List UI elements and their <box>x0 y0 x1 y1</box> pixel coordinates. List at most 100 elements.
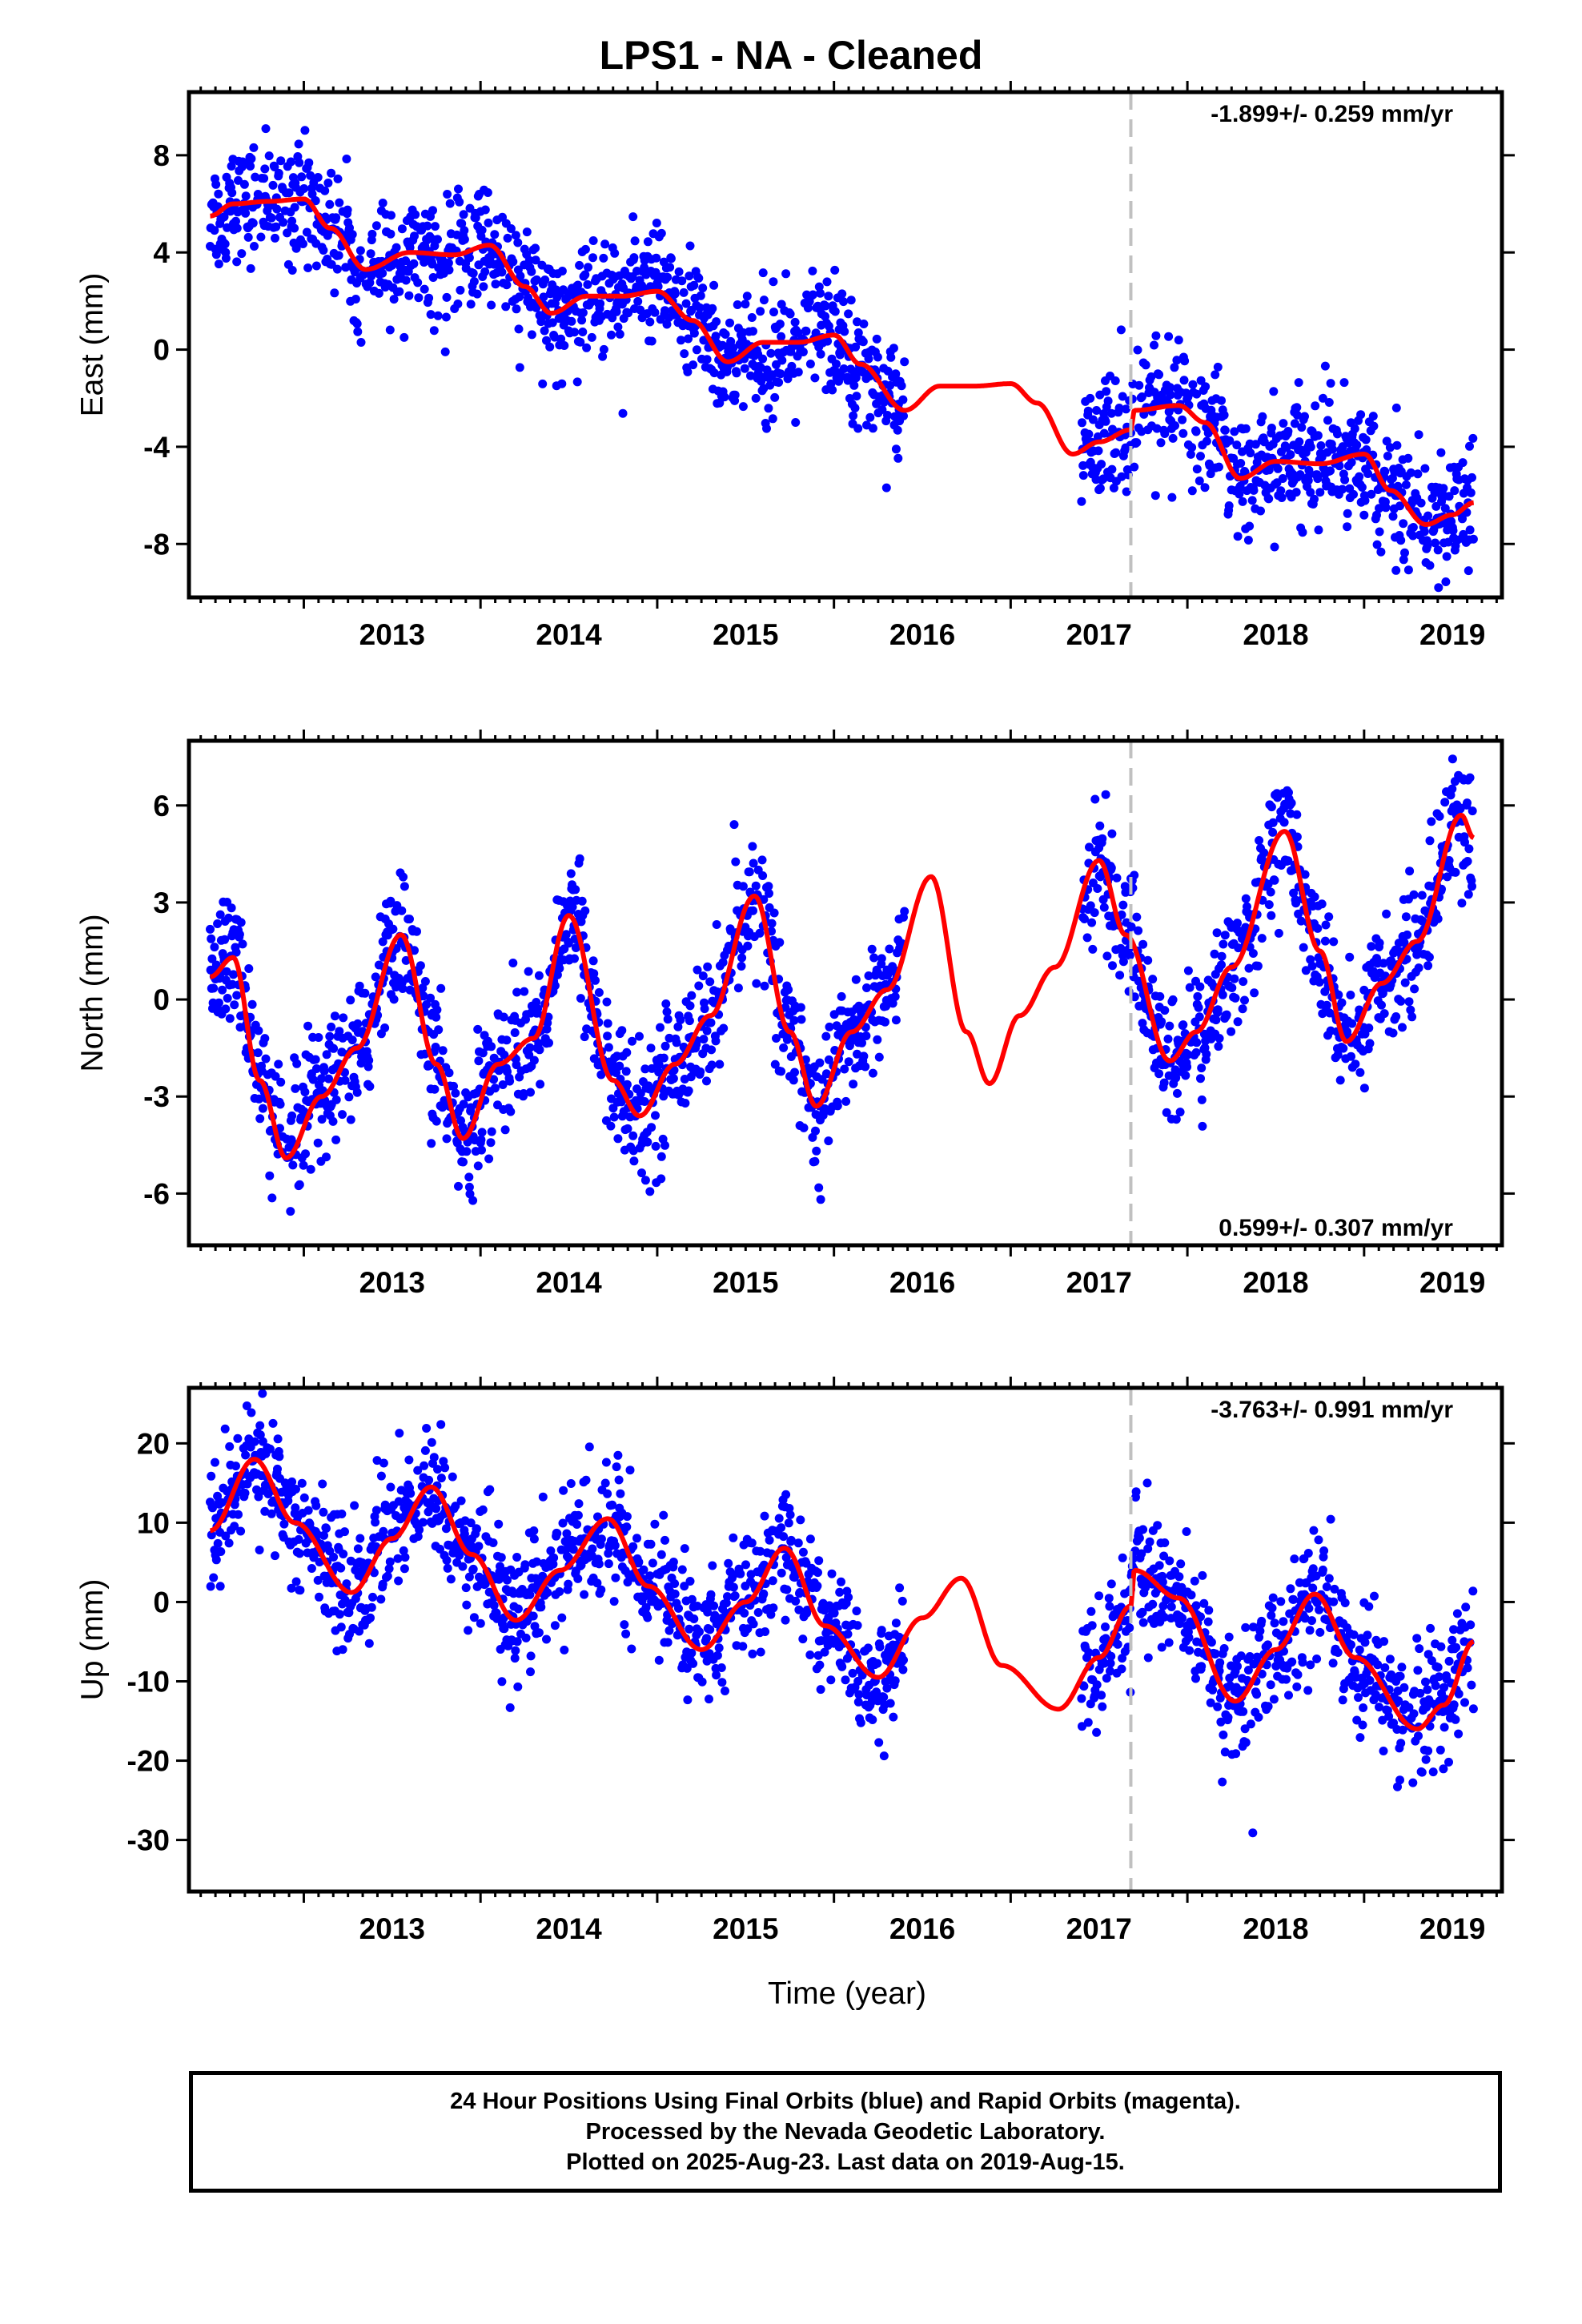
x-tick-label: 2019 <box>1419 618 1485 651</box>
data-point <box>1171 1073 1181 1083</box>
data-point <box>879 1751 889 1761</box>
data-point <box>584 263 592 272</box>
data-point <box>1138 1618 1148 1627</box>
data-point <box>273 1464 282 1474</box>
data-point <box>542 1634 551 1644</box>
data-point <box>1333 1050 1343 1059</box>
data-point <box>368 1592 377 1602</box>
data-point <box>1409 890 1419 899</box>
data-point <box>898 1665 908 1675</box>
data-point <box>479 282 488 292</box>
data-point <box>272 204 282 214</box>
data-point <box>1082 933 1092 943</box>
data-point <box>443 1563 452 1573</box>
data-point <box>304 158 314 167</box>
data-point <box>758 268 768 278</box>
data-point <box>1193 991 1203 1001</box>
data-point <box>632 1534 641 1543</box>
data-point <box>214 998 223 1007</box>
data-point <box>478 1505 488 1514</box>
data-point <box>256 232 266 242</box>
data-point <box>503 1575 512 1585</box>
data-point <box>768 1576 777 1586</box>
data-point <box>330 288 339 298</box>
data-point <box>868 1068 877 1078</box>
data-point <box>1227 983 1237 992</box>
data-point <box>656 1550 666 1559</box>
data-point <box>420 1461 429 1470</box>
data-point <box>729 820 739 830</box>
data-point <box>225 1441 235 1451</box>
data-point <box>612 307 621 316</box>
data-point <box>603 1489 612 1498</box>
y-axis: 630-3-6 <box>143 790 1515 1210</box>
data-point <box>1450 486 1460 496</box>
data-point <box>588 236 598 245</box>
data-point <box>220 1424 230 1433</box>
data-point <box>825 1022 834 1031</box>
data-point <box>441 1524 451 1534</box>
data-point <box>629 1156 639 1166</box>
data-point <box>322 1524 331 1533</box>
data-point <box>410 231 419 241</box>
data-point <box>615 329 624 339</box>
data-point <box>1172 356 1182 365</box>
data-point <box>684 1086 693 1096</box>
data-point <box>580 1590 589 1599</box>
data-point <box>707 1045 717 1055</box>
data-point <box>1465 525 1475 535</box>
data-point <box>468 268 478 278</box>
data-point <box>339 1550 348 1558</box>
data-point <box>1138 1607 1147 1617</box>
data-point <box>729 1582 738 1592</box>
data-point <box>873 1035 882 1044</box>
data-point <box>613 322 623 332</box>
data-point <box>215 1582 225 1591</box>
data-point <box>862 1691 871 1700</box>
data-point <box>460 235 469 244</box>
data-point <box>824 292 833 301</box>
data-point <box>1084 429 1094 439</box>
data-point <box>1247 496 1257 505</box>
data-point <box>1250 988 1259 998</box>
rate-label: 0.599+/- 0.307 mm/yr <box>1219 1215 1453 1241</box>
data-point <box>582 343 592 352</box>
data-point <box>703 1607 713 1617</box>
data-point <box>670 289 680 299</box>
data-point <box>612 1462 621 1472</box>
data-point <box>489 1075 499 1084</box>
data-point <box>484 1154 494 1164</box>
data-point <box>776 369 785 379</box>
data-point <box>1112 873 1122 883</box>
data-point <box>1325 1008 1335 1018</box>
data-point <box>308 1075 318 1084</box>
data-point <box>640 1097 649 1106</box>
data-point <box>639 1565 648 1574</box>
data-point <box>1359 510 1369 520</box>
data-point <box>606 1121 616 1131</box>
page-title: LPS1 - NA - Cleaned <box>599 33 983 78</box>
data-point <box>399 872 408 882</box>
data-point <box>1088 415 1098 424</box>
data-point <box>1264 465 1274 475</box>
data-point <box>243 232 253 242</box>
data-point <box>457 219 467 228</box>
data-point <box>1133 345 1142 355</box>
data-point <box>1266 887 1275 897</box>
data-point <box>1395 501 1404 511</box>
data-point <box>1383 452 1392 460</box>
data-point <box>805 1534 815 1544</box>
data-point <box>724 1558 733 1568</box>
x-axis: 2013 2014 2015 2016 2017 2018 2019 <box>199 81 1498 651</box>
data-point <box>849 411 858 420</box>
data-point <box>221 254 231 263</box>
data-point <box>1219 410 1229 420</box>
data-point <box>622 1047 632 1057</box>
data-point <box>291 1084 300 1093</box>
data-point <box>663 1015 673 1024</box>
data-point <box>1279 419 1288 428</box>
data-point <box>397 224 407 234</box>
data-point <box>672 1038 681 1047</box>
data-point <box>897 381 906 391</box>
data-point <box>462 1147 472 1156</box>
